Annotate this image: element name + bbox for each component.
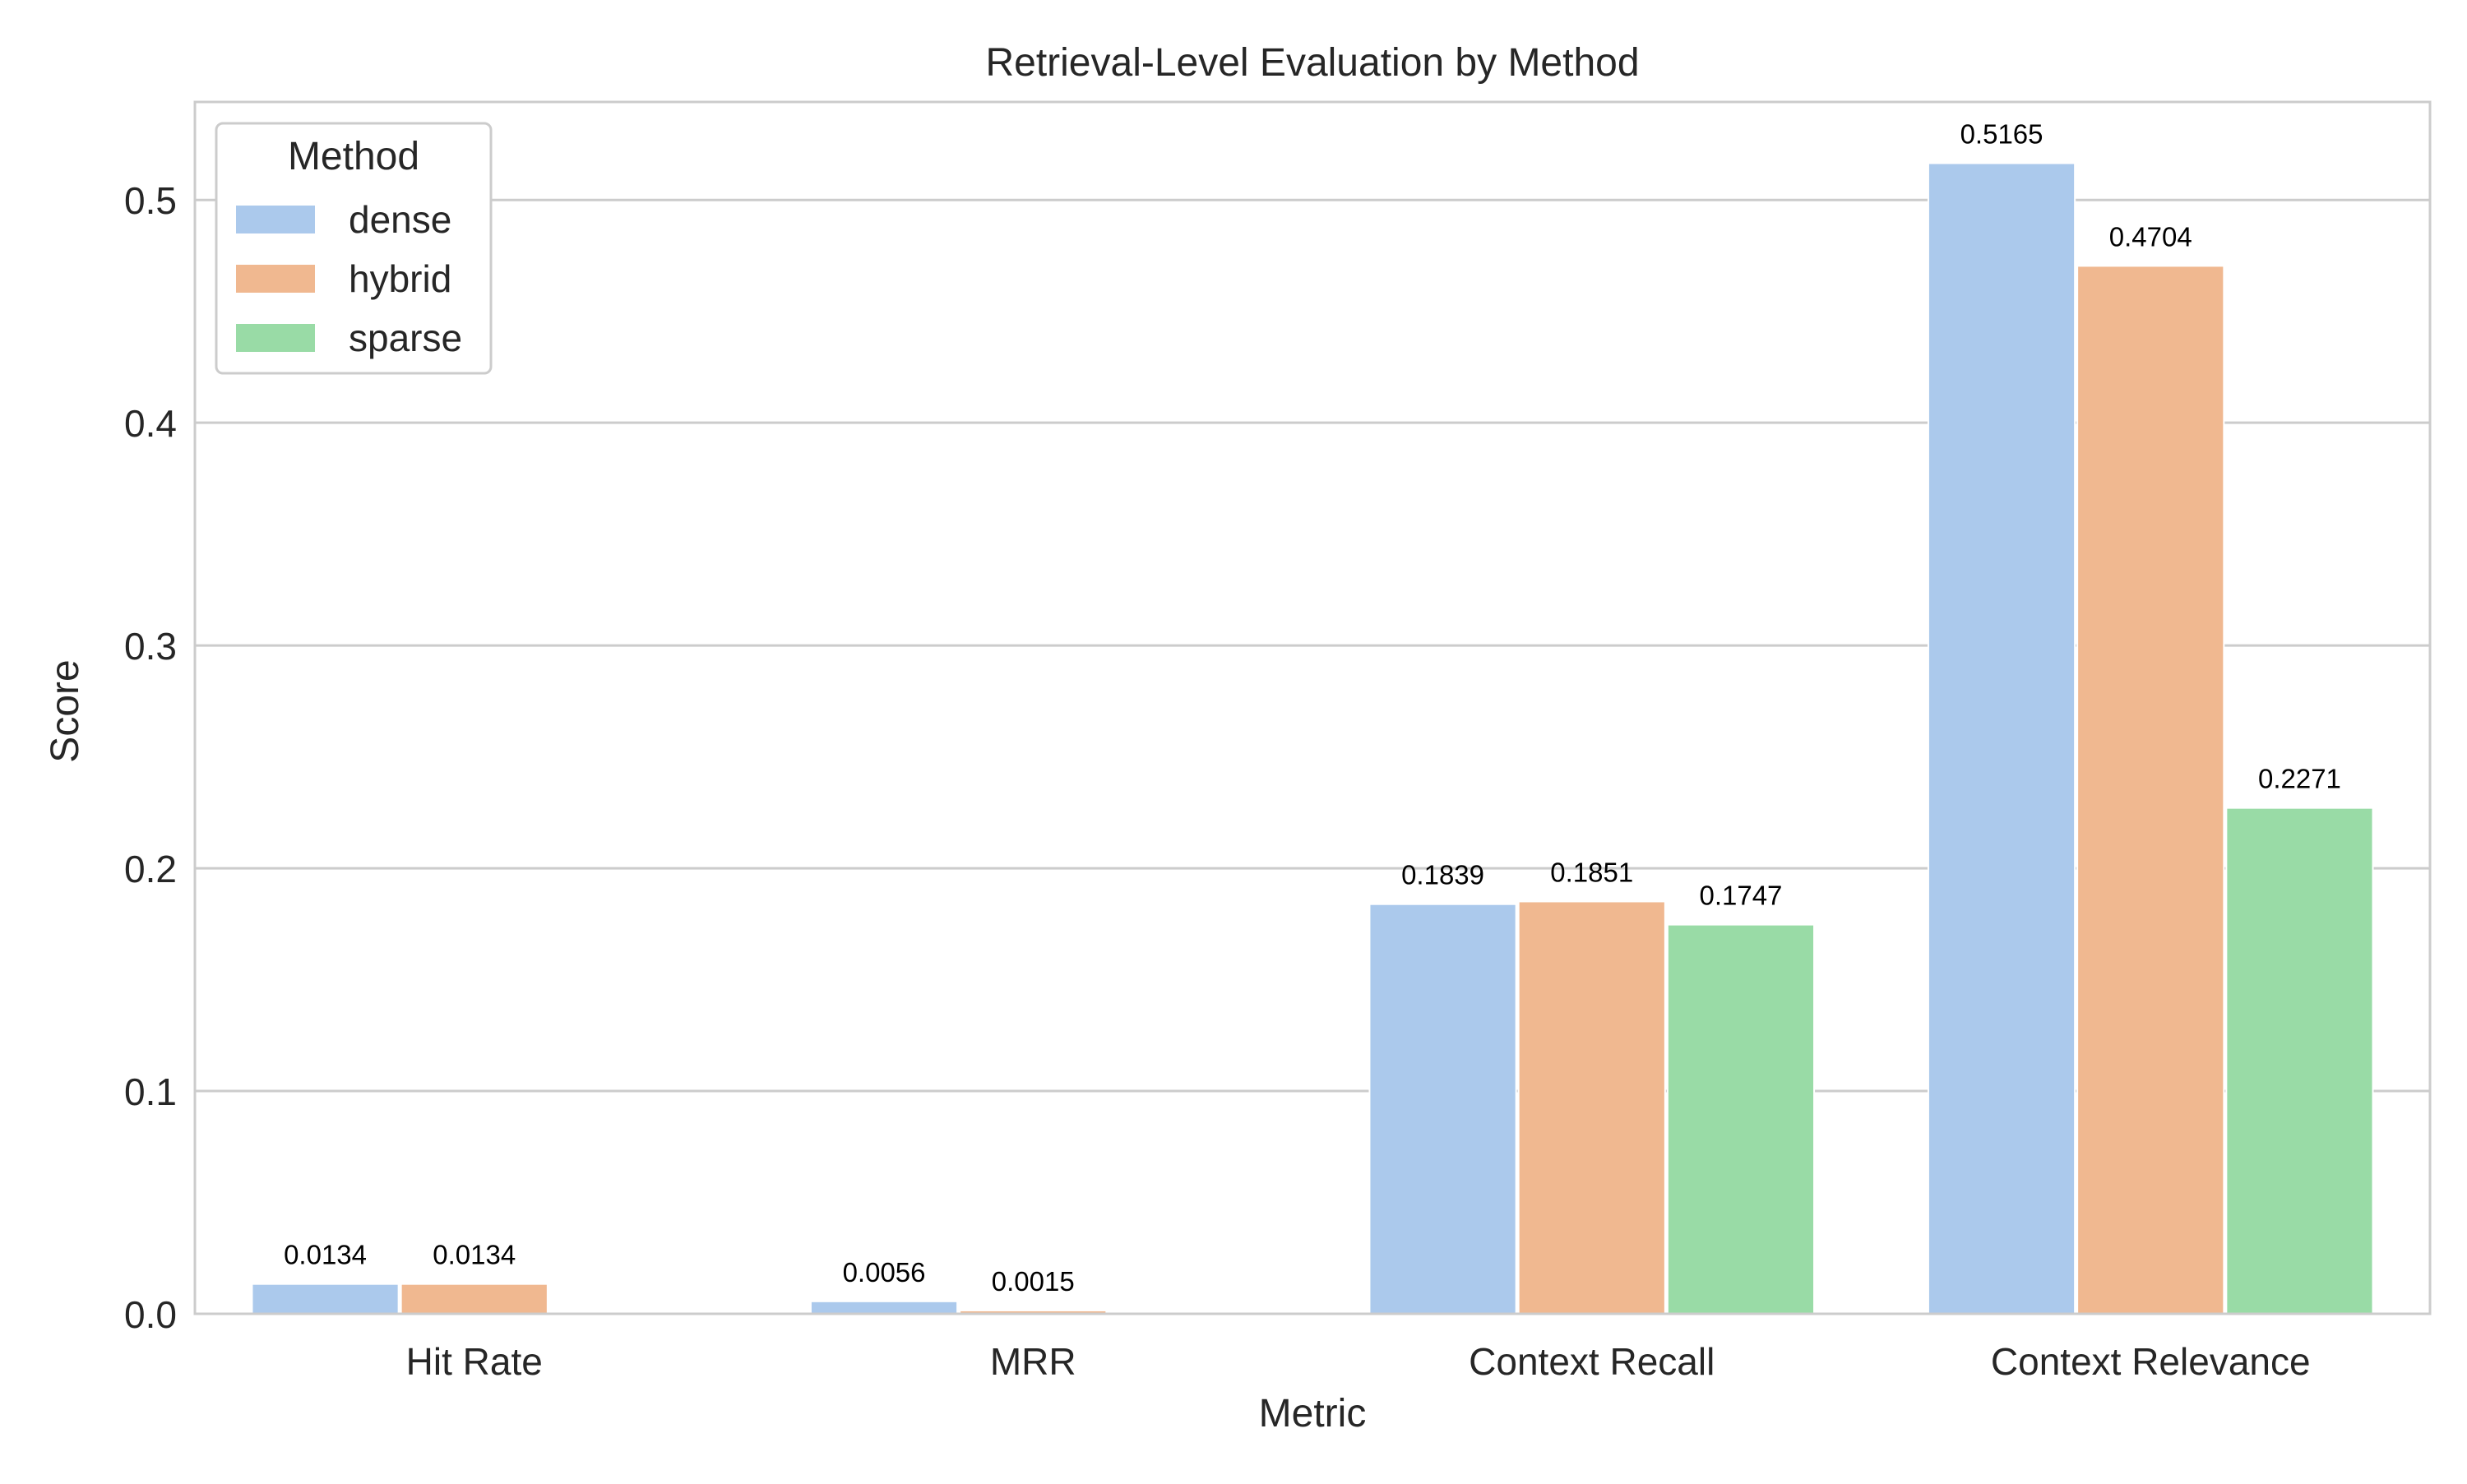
plot-frame — [193, 100, 2432, 1315]
value-labels: 0.0134 0.0134 0.0056 0.0015 0.1839 0.1851 0.17… — [284, 119, 2341, 1297]
legend-swatch-dense — [236, 206, 315, 233]
bar-value-label: 0.0134 — [284, 1240, 367, 1270]
bar-sparse — [1666, 923, 1816, 1315]
y-tick-label: 0.2 — [124, 848, 177, 890]
chart-title: Retrieval-Level Evaluation by Method — [985, 41, 1639, 85]
bar-value-label: 0.1747 — [1699, 881, 1782, 911]
legend-items: dense hybrid sparse — [236, 198, 462, 359]
bar-hybrid — [2076, 265, 2225, 1315]
legend-swatch-hybrid — [236, 265, 315, 293]
bar-value-label: 0.2271 — [2258, 764, 2341, 794]
x-tick-label: Context Relevance — [1991, 1340, 2311, 1383]
y-tick-label: 0.4 — [124, 402, 177, 445]
legend: Method dense hybrid sparse — [215, 122, 493, 375]
legend-label-hybrid: hybrid — [349, 257, 451, 300]
y-axis-ticks: 0.0 0.1 0.2 0.3 0.4 0.5 — [124, 179, 177, 1336]
bar-value-label: 0.0134 — [433, 1240, 516, 1270]
x-axis-label: Metric — [1259, 1392, 1367, 1435]
bar-dense — [809, 1300, 959, 1315]
bar-dense — [1927, 162, 2076, 1315]
legend-label-sparse: sparse — [349, 317, 462, 359]
bar-value-label: 0.5165 — [1960, 119, 2043, 150]
bar-value-label: 0.1851 — [1550, 857, 1633, 887]
legend-swatch-sparse — [236, 324, 315, 352]
x-tick-label: Hit Rate — [406, 1340, 543, 1383]
bar-value-label: 0.0015 — [992, 1266, 1075, 1297]
bar-sparse — [2225, 807, 2374, 1315]
y-axis-label: Score — [44, 659, 87, 762]
x-tick-label: MRR — [990, 1340, 1076, 1383]
bars — [251, 162, 2374, 1315]
bar-dense — [1368, 903, 1517, 1315]
x-axis-ticks: Hit Rate MRR Context Recall Context Relevan… — [406, 1340, 2311, 1383]
bar-value-label: 0.0056 — [843, 1257, 926, 1288]
bar-hybrid — [1517, 900, 1666, 1315]
legend-label-dense: dense — [349, 198, 451, 241]
x-tick-label: Context Recall — [1469, 1340, 1715, 1383]
y-tick-label: 0.3 — [124, 625, 177, 668]
bar-dense — [251, 1283, 400, 1315]
y-tick-label: 0.0 — [124, 1293, 177, 1336]
bar-value-label: 0.1839 — [1401, 860, 1484, 890]
y-tick-label: 0.1 — [124, 1070, 177, 1113]
bar-hybrid — [400, 1283, 548, 1315]
y-tick-label: 0.5 — [124, 179, 177, 222]
bar-value-label: 0.4704 — [2109, 221, 2192, 252]
legend-title: Method — [288, 135, 419, 178]
legend-box — [215, 122, 493, 375]
